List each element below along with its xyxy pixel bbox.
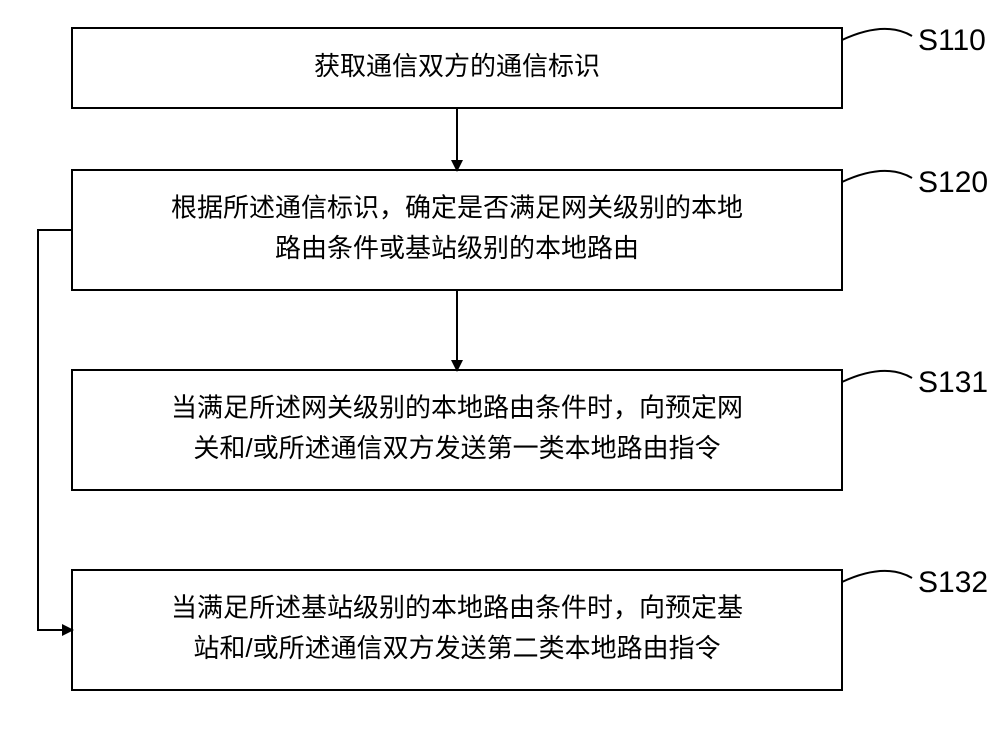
flowchart-diagram: 获取通信双方的通信标识 S110 根据所述通信标识，确定是否满足网关级别的本地路由条… xyxy=(0,0,1000,742)
flow-box-text-s110-line0: 获取通信双方的通信标识 xyxy=(314,51,600,81)
flow-box-text-s131-line0: 当满足所述网关级别的本地路由条件时，向预定网 xyxy=(171,393,743,423)
flow-box-s131 xyxy=(72,370,842,490)
step-label-s120: S120 xyxy=(918,166,988,199)
diagram-layer: 获取通信双方的通信标识 S110 根据所述通信标识，确定是否满足网关级别的本地路由条… xyxy=(0,0,1000,742)
flow-box-text-s132-line0: 当满足所述基站级别的本地路由条件时，向预定基 xyxy=(171,593,743,623)
flow-box-s132 xyxy=(72,570,842,690)
flow-box-text-s120-line1: 路由条件或基站级别的本地路由 xyxy=(275,233,639,263)
flow-box-text-s132-line1: 站和/或所述通信双方发送第二类本地路由指令 xyxy=(193,633,720,663)
step-label-s110: S110 xyxy=(918,24,986,57)
flow-box-text-s120-line0: 根据所述通信标识，确定是否满足网关级别的本地 xyxy=(171,193,743,223)
flow-box-text-s131-line1: 关和/或所述通信双方发送第一类本地路由指令 xyxy=(193,433,720,463)
flow-box-s120 xyxy=(72,170,842,290)
step-label-s131: S131 xyxy=(918,366,988,399)
step-label-s132: S132 xyxy=(918,566,988,599)
